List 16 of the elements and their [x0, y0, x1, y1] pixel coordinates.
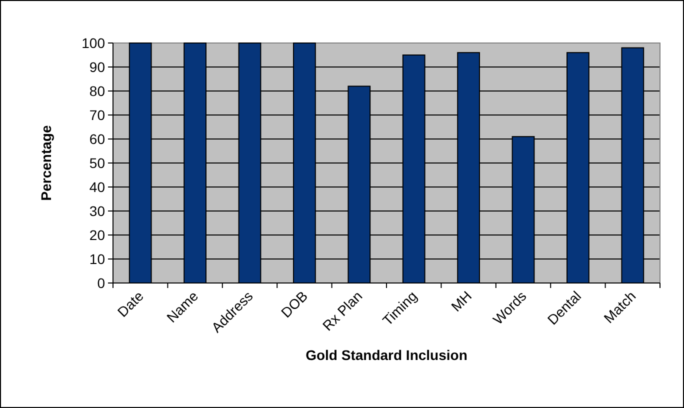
- x-tick-label: MH: [448, 288, 475, 315]
- y-tick-label: 60: [89, 130, 106, 147]
- y-tick-label: 80: [89, 82, 106, 99]
- x-tick-label: Date: [114, 288, 147, 320]
- y-tick-label: 30: [89, 202, 106, 219]
- y-tick-label: 70: [89, 106, 106, 123]
- y-tick-label: 90: [89, 58, 106, 75]
- y-axis-title: Percentage: [38, 125, 54, 201]
- x-axis-title: Gold Standard Inclusion: [306, 347, 468, 363]
- y-tick-label: 100: [82, 34, 106, 51]
- y-tick-label: 40: [89, 178, 106, 195]
- y-tick-label: 10: [89, 250, 106, 267]
- x-tick-label: Rx Plan: [319, 288, 366, 334]
- y-tick-label: 0: [97, 274, 106, 291]
- y-tick-label: 20: [89, 226, 106, 243]
- y-tick-label: 50: [89, 154, 106, 171]
